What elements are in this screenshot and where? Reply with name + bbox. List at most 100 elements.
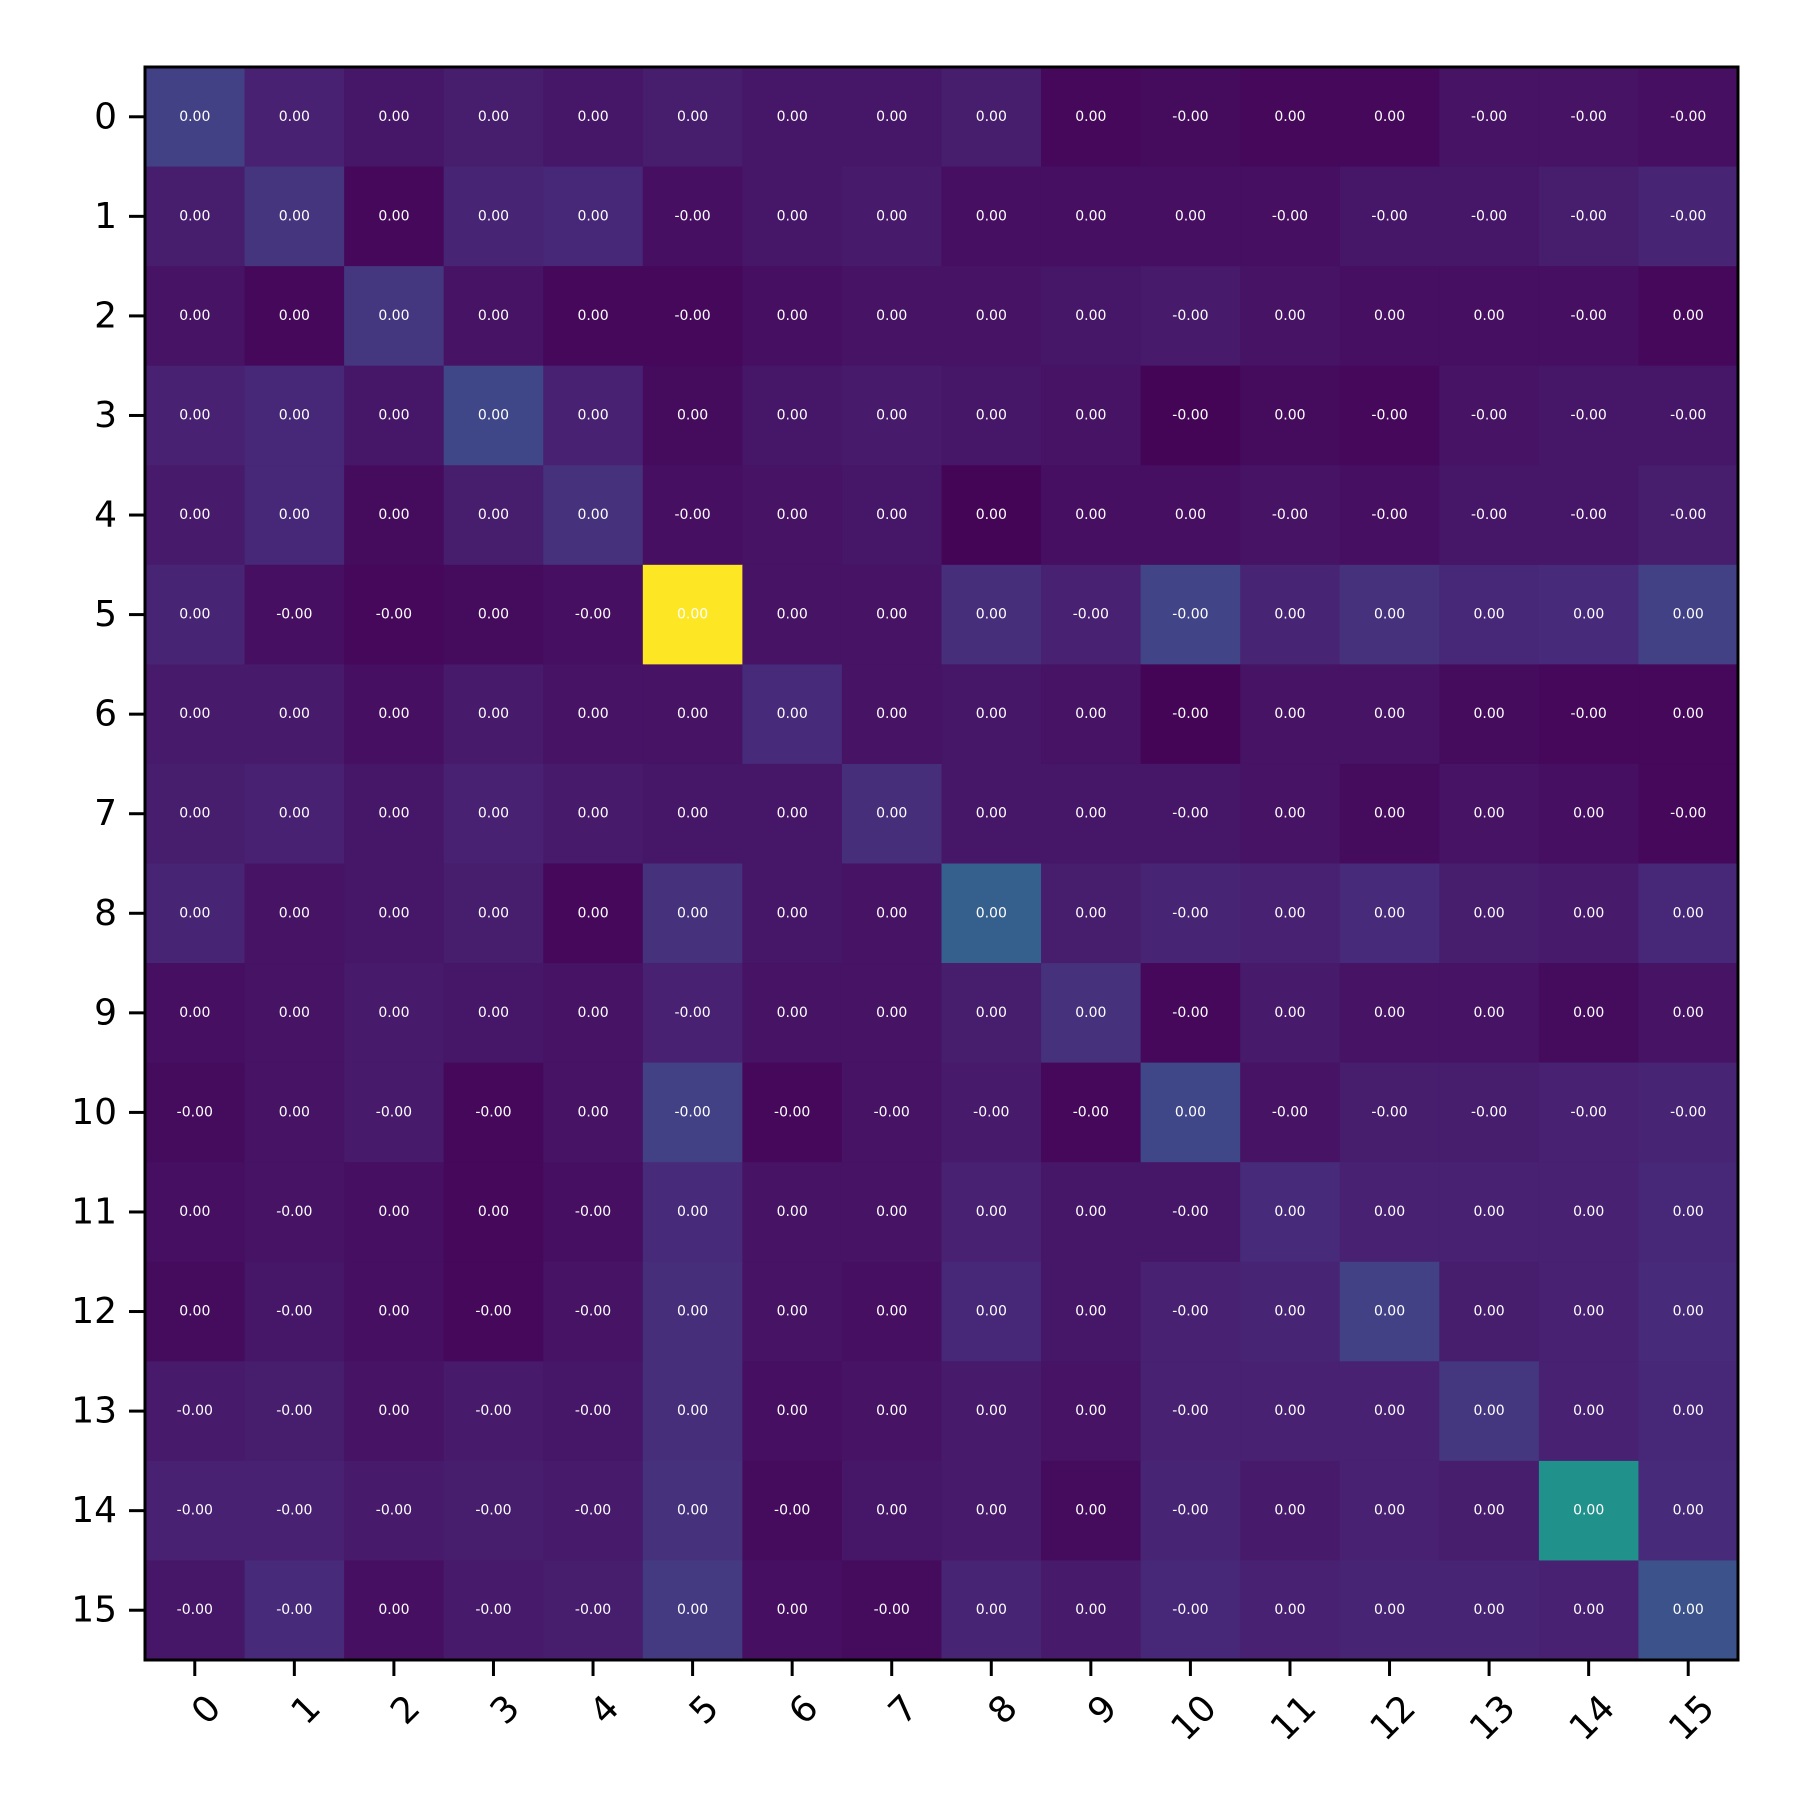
- heatmap-cell-3-15: [1638, 365, 1739, 466]
- cell-value-label-13-8: 0.00: [976, 1403, 1007, 1419]
- cell-value-label-1-12: -0.00: [1371, 208, 1407, 224]
- heatmap-cell-0-12: [1339, 67, 1440, 168]
- heatmap-cell-8-11: [1240, 863, 1341, 964]
- heatmap-cell-1-8: [941, 166, 1042, 267]
- cell-value-label-15-7: -0.00: [874, 1602, 910, 1618]
- cell-value-label-11-11: 0.00: [1274, 1204, 1305, 1220]
- heatmap-cell-9-8: [941, 963, 1042, 1064]
- cell-value-label-10-1: 0.00: [279, 1104, 310, 1120]
- heatmap-cell-9-0: [145, 963, 246, 1064]
- cell-value-label-1-1: 0.00: [279, 208, 310, 224]
- x-tick-label-1: 1: [284, 1687, 329, 1732]
- heatmap-cell-12-8: [941, 1261, 1042, 1362]
- heatmap-cell-13-13: [1439, 1361, 1540, 1462]
- cell-value-label-5-2: -0.00: [376, 607, 412, 623]
- heatmap-cell-8-8: [941, 863, 1042, 964]
- cell-value-label-6-13: 0.00: [1474, 706, 1505, 722]
- cell-value-label-10-3: -0.00: [475, 1104, 511, 1120]
- heatmap-cell-0-14: [1538, 67, 1640, 168]
- cell-value-label-13-9: 0.00: [1075, 1403, 1106, 1419]
- cell-value-label-0-3: 0.00: [478, 109, 509, 125]
- heatmap-cell-10-9: [1041, 1062, 1142, 1163]
- heatmap-cell-13-5: [642, 1361, 743, 1462]
- heatmap-cell-13-6: [742, 1361, 843, 1462]
- heatmap-cell-12-6: [742, 1261, 843, 1362]
- cell-value-label-11-10: -0.00: [1172, 1204, 1208, 1220]
- cell-value-label-7-11: 0.00: [1274, 806, 1305, 822]
- heatmap-cell-14-12: [1339, 1460, 1440, 1562]
- cell-value-label-1-3: 0.00: [478, 208, 509, 224]
- cell-value-label-13-12: 0.00: [1374, 1403, 1405, 1419]
- heatmap-cell-2-12: [1339, 266, 1440, 367]
- heatmap-cell-2-15: [1638, 266, 1739, 367]
- cell-value-label-0-13: -0.00: [1471, 109, 1507, 125]
- cell-value-label-6-9: 0.00: [1075, 706, 1106, 722]
- heatmap-cell-9-9: [1041, 963, 1142, 1064]
- cell-value-label-15-13: 0.00: [1474, 1602, 1505, 1618]
- cell-value-label-3-8: 0.00: [976, 407, 1007, 423]
- cell-value-label-14-14: 0.00: [1573, 1503, 1604, 1519]
- heatmap-cell-5-10: [1140, 564, 1241, 665]
- cell-value-label-11-13: 0.00: [1474, 1204, 1505, 1220]
- heatmap-cell-12-2: [344, 1261, 445, 1362]
- cell-value-label-13-11: 0.00: [1274, 1403, 1305, 1419]
- heatmap-cell-7-14: [1538, 763, 1640, 865]
- heatmap-cell-10-15: [1638, 1062, 1739, 1163]
- cell-value-label-0-9: 0.00: [1075, 109, 1106, 125]
- x-tick-label-15: 15: [1661, 1687, 1722, 1748]
- heatmap-cell-11-10: [1140, 1162, 1241, 1263]
- cell-value-label-8-2: 0.00: [378, 905, 409, 921]
- cell-value-label-15-11: 0.00: [1274, 1602, 1305, 1618]
- cell-value-label-11-14: 0.00: [1573, 1204, 1604, 1220]
- heatmap-cell-9-15: [1638, 963, 1739, 1064]
- y-tick-label-14: 14: [71, 1490, 117, 1531]
- heatmap-cell-13-2: [344, 1361, 445, 1462]
- cell-value-label-14-1: -0.00: [276, 1503, 312, 1519]
- cell-value-label-14-8: 0.00: [976, 1503, 1007, 1519]
- cell-value-label-11-3: 0.00: [478, 1204, 509, 1220]
- heatmap-cell-4-7: [841, 465, 943, 566]
- cell-value-label-7-5: 0.00: [677, 806, 708, 822]
- heatmap-cell-14-3: [443, 1460, 544, 1562]
- cell-value-label-5-15: 0.00: [1673, 607, 1704, 623]
- heatmap-cell-9-11: [1240, 963, 1341, 1064]
- y-tick-label-5: 5: [94, 594, 117, 635]
- heatmap-cell-12-10: [1140, 1261, 1241, 1362]
- cell-value-label-0-0: 0.00: [179, 109, 210, 125]
- cell-value-label-10-15: -0.00: [1670, 1104, 1706, 1120]
- cell-value-label-3-14: -0.00: [1571, 407, 1607, 423]
- heatmap-cell-11-0: [145, 1162, 246, 1263]
- cell-value-label-2-14: -0.00: [1571, 308, 1607, 324]
- cell-value-label-3-4: 0.00: [577, 407, 608, 423]
- heatmap-cell-15-15: [1638, 1560, 1739, 1661]
- cell-value-label-11-1: -0.00: [276, 1204, 312, 1220]
- heatmap-cell-12-13: [1439, 1261, 1540, 1362]
- heatmap-cell-5-9: [1041, 564, 1142, 665]
- heatmap-cell-3-7: [841, 365, 943, 466]
- heatmap-cell-9-10: [1140, 963, 1241, 1064]
- heatmap-cell-5-6: [742, 564, 843, 665]
- heatmap-cell-9-12: [1339, 963, 1440, 1064]
- cell-value-label-0-15: -0.00: [1670, 109, 1706, 125]
- cell-value-label-10-11: -0.00: [1272, 1104, 1308, 1120]
- heatmap-cell-15-3: [443, 1560, 544, 1661]
- cell-value-label-4-15: -0.00: [1670, 507, 1706, 523]
- cell-value-label-14-6: -0.00: [774, 1503, 810, 1519]
- heatmap-cell-9-6: [742, 963, 843, 1064]
- heatmap-cell-14-1: [244, 1460, 345, 1562]
- x-tick-label-12: 12: [1363, 1687, 1424, 1748]
- heatmap-cell-1-2: [344, 166, 445, 267]
- cell-value-label-14-2: -0.00: [376, 1503, 412, 1519]
- cell-value-label-13-7: 0.00: [876, 1403, 907, 1419]
- heatmap-cell-14-14: [1538, 1460, 1640, 1562]
- y-tick-label-11: 11: [71, 1191, 117, 1232]
- heatmap-cell-13-8: [941, 1361, 1042, 1462]
- heatmap-cell-14-13: [1439, 1460, 1540, 1562]
- heatmap-cell-7-2: [344, 763, 445, 865]
- cell-value-label-6-14: -0.00: [1571, 706, 1607, 722]
- heatmap-cell-5-15: [1638, 564, 1739, 665]
- cell-value-label-7-9: 0.00: [1075, 806, 1106, 822]
- heatmap-cell-4-11: [1240, 465, 1341, 566]
- y-tick-label-8: 8: [94, 893, 117, 934]
- heatmap-cell-9-3: [443, 963, 544, 1064]
